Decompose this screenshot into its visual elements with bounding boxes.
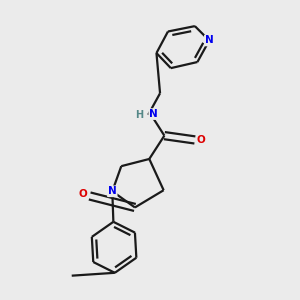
Text: N: N bbox=[108, 186, 117, 196]
Text: N: N bbox=[205, 35, 214, 46]
Text: O: O bbox=[79, 189, 88, 199]
Text: N: N bbox=[149, 109, 158, 119]
Text: H: H bbox=[135, 110, 143, 120]
Text: O: O bbox=[197, 135, 206, 145]
